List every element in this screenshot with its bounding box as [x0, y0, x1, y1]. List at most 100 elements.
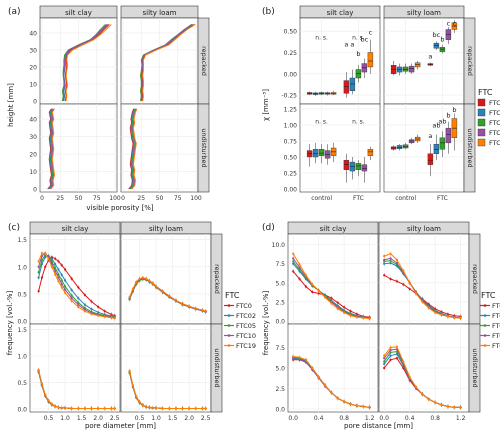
legend-label: FTC0: [489, 99, 500, 107]
data-point-FTC19: [97, 407, 100, 410]
data-point-FTC10: [383, 258, 386, 262]
y-tick-label: 5.0: [275, 366, 285, 373]
data-point-FTC0: [103, 310, 106, 313]
x-tick-label: 0.8: [430, 415, 440, 422]
data-point-FTC19: [97, 314, 100, 317]
data-point-FTC10: [298, 266, 301, 269]
data-point-FTC19: [138, 277, 141, 280]
data-point-FTC19: [148, 406, 151, 409]
data-point-FTC19: [37, 368, 40, 371]
data-point-FTC19: [188, 407, 191, 410]
significance-label: n. s.: [315, 35, 328, 42]
data-point-FTC19: [383, 254, 386, 258]
data-point-FTC19: [194, 407, 197, 410]
data-point-FTC19: [83, 310, 87, 313]
data-point-FTC19: [188, 305, 191, 308]
data-point-FTC19: [54, 405, 57, 408]
x-tick-label: 50: [156, 195, 164, 202]
x-tick-label: 2.5: [201, 415, 211, 422]
y-tick-label: 40: [29, 30, 37, 37]
y-tick-label: 0: [33, 187, 37, 194]
data-point-FTC19: [47, 257, 50, 260]
box-FTC19: [367, 149, 374, 156]
data-point-FTC19: [459, 316, 462, 320]
data-point-FTC0: [408, 287, 411, 291]
legend-key-point: [483, 314, 487, 317]
y-tick-label: 0.0: [275, 407, 285, 414]
data-point-FTC0: [349, 309, 352, 313]
data-point-FTC0: [383, 366, 386, 370]
y-tick-label: 20: [29, 64, 37, 71]
x-tick-label: FTC: [353, 195, 364, 202]
data-point-FTC19: [44, 252, 47, 255]
data-point-FTC19: [181, 407, 184, 410]
facet-strip-label: undisturbed: [213, 348, 221, 387]
data-point-FTC19: [304, 274, 308, 277]
data-point-FTC19: [395, 258, 399, 262]
panel-tag: (a): [8, 7, 21, 17]
x-tick-label: 50: [75, 195, 83, 202]
series-line-FTC19: [50, 108, 56, 190]
data-point-FTC10: [383, 357, 386, 360]
data-point-FTC19: [90, 407, 93, 410]
data-point-FTC10: [395, 261, 399, 265]
data-point-FTC0: [292, 270, 295, 273]
significance-label: n. s.: [315, 119, 328, 126]
group-letter: a: [428, 52, 432, 60]
data-point-FTC19: [50, 265, 53, 268]
data-point-FTC0: [389, 277, 392, 281]
data-point-FTC19: [414, 292, 418, 295]
y-tick-label: 0: [33, 99, 37, 106]
group-letter: bc: [361, 35, 369, 43]
y-axis-label: χ [mm⁻³]: [262, 89, 270, 121]
data-point-FTC0: [336, 301, 339, 304]
legend-label: FTC02: [236, 312, 256, 320]
data-point-FTC19: [459, 406, 462, 409]
data-point-FTC02: [37, 276, 40, 279]
legend-key-point: [483, 324, 487, 327]
data-point-FTC0: [44, 265, 47, 268]
data-point-FTC05: [383, 360, 386, 363]
data-point-FTC19: [174, 407, 178, 410]
data-point-FTC05: [57, 273, 60, 276]
data-point-FTC19: [408, 281, 411, 284]
box-FTC0: [427, 153, 434, 165]
data-point-FTC0: [77, 286, 80, 289]
plot-panel: [29, 323, 121, 413]
series-line-FTC10: [49, 108, 55, 190]
legend-label: FTC10: [236, 332, 256, 340]
y-tick-label: 0.75: [284, 138, 298, 145]
y-axis-label: height [mm]: [7, 83, 15, 127]
data-point-FTC19: [349, 314, 352, 317]
data-point-FTC19: [204, 310, 207, 313]
data-point-FTC19: [128, 296, 131, 299]
x-tick-label: 0.5: [135, 415, 145, 422]
legend-label: FTC19: [236, 342, 256, 350]
data-point-FTC19: [40, 252, 44, 255]
data-point-FTC0: [383, 274, 386, 277]
y-tick-label: 20: [29, 152, 37, 159]
data-point-FTC19: [60, 286, 63, 289]
x-tick-label: control: [395, 195, 416, 202]
group-letter: ab: [432, 122, 440, 130]
box-FTC05: [402, 144, 409, 149]
legend-key: [477, 118, 486, 127]
data-point-FTC0: [63, 268, 67, 271]
data-point-FTC19: [181, 302, 184, 305]
series-line-FTC0: [47, 108, 52, 190]
data-point-FTC19: [336, 307, 339, 310]
facet-strip-label: silty loam: [149, 225, 183, 233]
legend-key: [477, 138, 486, 147]
legend-key-point: [483, 334, 487, 337]
data-point-FTC19: [113, 317, 116, 320]
data-point-FTC02: [60, 273, 63, 277]
data-point-FTC05: [40, 259, 44, 262]
x-tick-label: 2.0: [93, 415, 103, 422]
data-point-FTC19: [311, 366, 314, 370]
data-point-FTC02: [90, 307, 93, 311]
data-point-FTC0: [343, 306, 346, 309]
data-point-FTC19: [63, 291, 67, 294]
data-point-FTC19: [141, 276, 144, 279]
data-point-FTC19: [168, 407, 171, 410]
y-tick-label: 7.5: [275, 345, 285, 352]
